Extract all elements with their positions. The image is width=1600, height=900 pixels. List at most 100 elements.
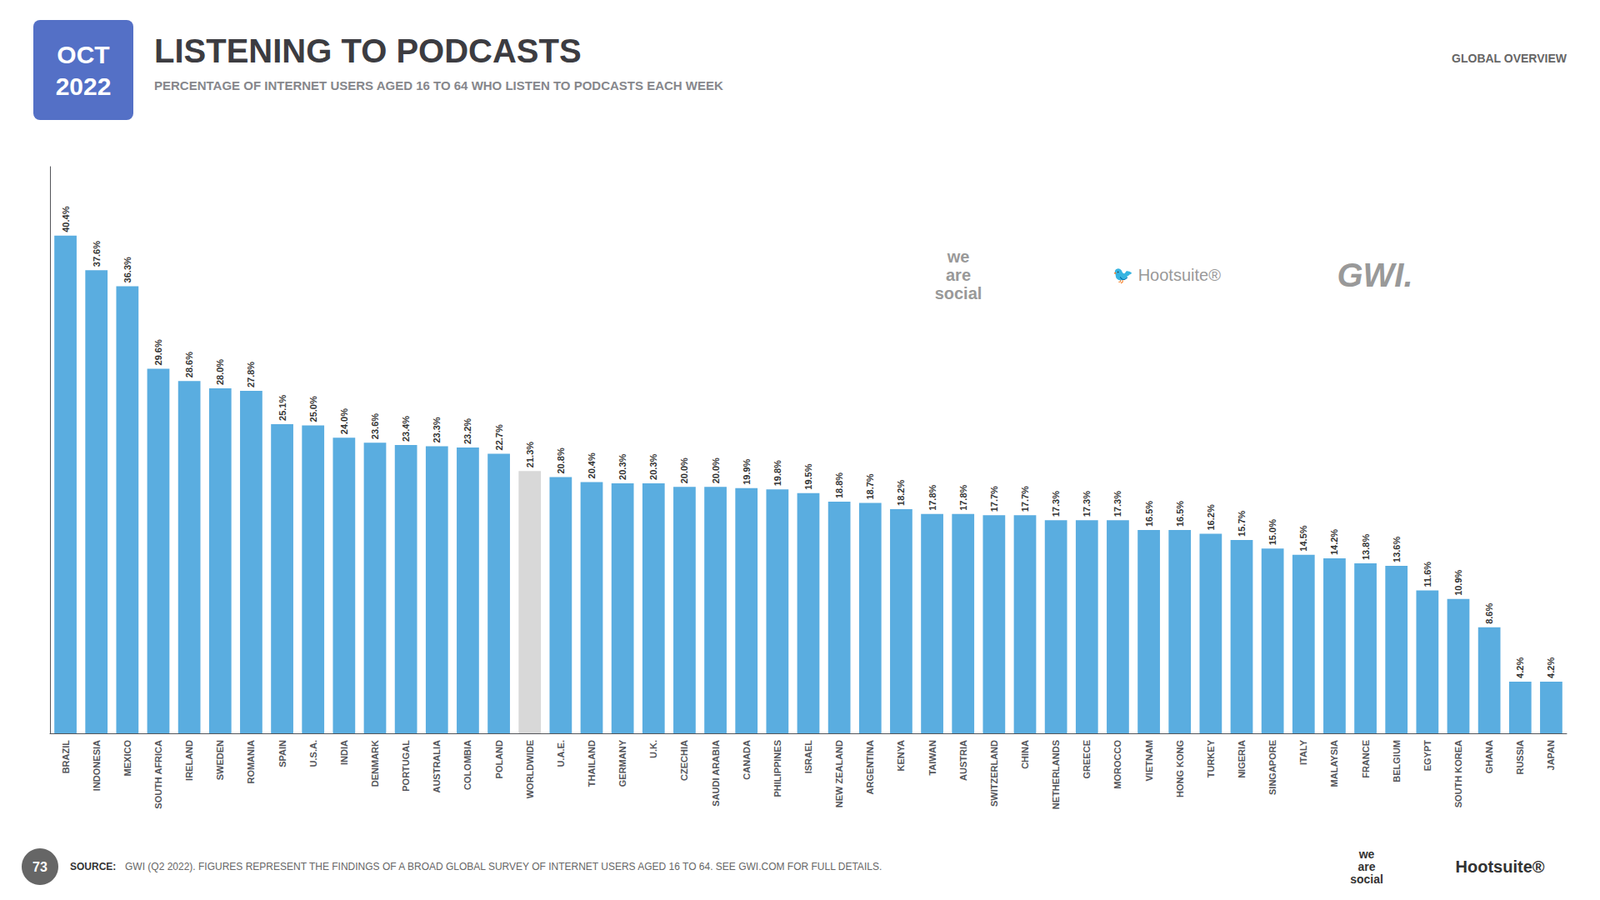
svg-text:RUSSIA: RUSSIA bbox=[1515, 740, 1525, 775]
svg-text:17.7%: 17.7% bbox=[1020, 485, 1030, 512]
svg-text:we: we bbox=[1358, 847, 1375, 861]
svg-text:15.0%: 15.0% bbox=[1267, 519, 1278, 545]
svg-text:NIGERIA: NIGERIA bbox=[1236, 740, 1247, 779]
svg-text:INDONESIA: INDONESIA bbox=[91, 740, 102, 791]
svg-text:10.9%: 10.9% bbox=[1453, 569, 1464, 595]
svg-text:GREECE: GREECE bbox=[1081, 740, 1092, 779]
svg-text:22.7%: 22.7% bbox=[494, 424, 505, 450]
svg-text:4.2%: 4.2% bbox=[1545, 657, 1556, 679]
svg-text:18.8%: 18.8% bbox=[834, 472, 845, 499]
svg-text:21.3%: 21.3% bbox=[525, 441, 535, 468]
svg-text:20.3%: 20.3% bbox=[648, 454, 659, 480]
svg-text:social: social bbox=[935, 284, 983, 303]
svg-text:SOURCE:: SOURCE: bbox=[70, 860, 116, 873]
svg-text:17.8%: 17.8% bbox=[927, 484, 938, 510]
svg-text:18.2%: 18.2% bbox=[895, 480, 906, 506]
svg-text:SOUTH KOREA: SOUTH KOREA bbox=[1453, 740, 1464, 808]
svg-text:EGYPT: EGYPT bbox=[1422, 740, 1433, 772]
svg-text:NEW ZEALAND: NEW ZEALAND bbox=[834, 740, 845, 808]
svg-text:73: 73 bbox=[32, 860, 48, 875]
svg-text:🐦 Hootsuite®: 🐦 Hootsuite® bbox=[1112, 265, 1221, 285]
svg-text:LISTENING TO PODCASTS: LISTENING TO PODCASTS bbox=[154, 32, 582, 70]
svg-text:BRAZIL: BRAZIL bbox=[60, 740, 71, 775]
svg-text:ITALY: ITALY bbox=[1298, 739, 1309, 765]
svg-text:TURKEY: TURKEY bbox=[1205, 739, 1216, 778]
svg-text:FRANCE: FRANCE bbox=[1360, 740, 1371, 779]
svg-text:28.6%: 28.6% bbox=[184, 351, 195, 378]
svg-text:MEXICO: MEXICO bbox=[122, 740, 133, 777]
svg-text:AUSTRALIA: AUSTRALIA bbox=[431, 740, 442, 794]
svg-text:GWI.: GWI. bbox=[1336, 256, 1413, 294]
svg-text:GERMANY: GERMANY bbox=[617, 739, 628, 787]
svg-text:JAPAN: JAPAN bbox=[1545, 740, 1556, 771]
svg-text:20.0%: 20.0% bbox=[710, 457, 721, 484]
svg-text:GWI (Q2 2022). FIGURES REPRESE: GWI (Q2 2022). FIGURES REPRESENT THE FIN… bbox=[125, 860, 882, 873]
svg-text:27.8%: 27.8% bbox=[245, 361, 256, 388]
svg-text:20.8%: 20.8% bbox=[555, 447, 566, 474]
svg-text:SAUDI ARABIA: SAUDI ARABIA bbox=[710, 740, 721, 807]
svg-text:INDIA: INDIA bbox=[339, 740, 350, 765]
svg-text:17.3%: 17.3% bbox=[1050, 490, 1061, 517]
svg-text:PHILIPPINES: PHILIPPINES bbox=[772, 740, 783, 797]
svg-text:CANADA: CANADA bbox=[741, 740, 752, 780]
svg-text:23.2%: 23.2% bbox=[462, 418, 473, 445]
svg-text:13.6%: 13.6% bbox=[1391, 536, 1402, 563]
svg-text:PORTUGAL: PORTUGAL bbox=[400, 740, 411, 792]
svg-text:PERCENTAGE OF INTERNET USERS A: PERCENTAGE OF INTERNET USERS AGED 16 TO … bbox=[154, 78, 724, 93]
svg-text:25.1%: 25.1% bbox=[277, 395, 288, 421]
svg-text:SWEDEN: SWEDEN bbox=[215, 740, 225, 780]
svg-text:ROMANIA: ROMANIA bbox=[245, 740, 256, 785]
svg-text:17.7%: 17.7% bbox=[989, 485, 1000, 512]
svg-text:MALAYSIA: MALAYSIA bbox=[1329, 740, 1340, 787]
svg-text:19.8%: 19.8% bbox=[772, 460, 783, 486]
svg-text:18.7%: 18.7% bbox=[865, 473, 875, 500]
svg-text:8.6%: 8.6% bbox=[1484, 603, 1495, 625]
svg-text:SINGAPORE: SINGAPORE bbox=[1267, 740, 1278, 795]
svg-text:U.A.E.: U.A.E. bbox=[555, 740, 566, 767]
svg-text:SOUTH AFRICA: SOUTH AFRICA bbox=[153, 740, 164, 810]
svg-text:ARGENTINA: ARGENTINA bbox=[865, 740, 875, 795]
svg-text:POLAND: POLAND bbox=[494, 740, 505, 780]
svg-text:HONG KONG: HONG KONG bbox=[1175, 740, 1185, 798]
svg-text:15.7%: 15.7% bbox=[1236, 510, 1247, 537]
svg-text:13.8%: 13.8% bbox=[1360, 534, 1371, 560]
svg-text:we: we bbox=[946, 247, 970, 266]
svg-text:16.5%: 16.5% bbox=[1144, 500, 1155, 527]
svg-text:WORLDWIDE: WORLDWIDE bbox=[525, 740, 535, 799]
svg-text:4.2%: 4.2% bbox=[1515, 657, 1525, 679]
svg-text:17.8%: 17.8% bbox=[958, 484, 969, 510]
svg-text:29.6%: 29.6% bbox=[153, 339, 164, 365]
svg-text:SWITZERLAND: SWITZERLAND bbox=[989, 740, 1000, 807]
svg-text:AUSTRIA: AUSTRIA bbox=[958, 740, 969, 781]
svg-text:23.4%: 23.4% bbox=[400, 415, 411, 442]
svg-text:23.3%: 23.3% bbox=[431, 416, 442, 443]
svg-text:16.2%: 16.2% bbox=[1205, 504, 1216, 530]
svg-text:TAIWAN: TAIWAN bbox=[927, 740, 938, 776]
svg-text:25.0%: 25.0% bbox=[308, 395, 319, 422]
svg-text:19.5%: 19.5% bbox=[803, 463, 814, 490]
svg-text:SPAIN: SPAIN bbox=[277, 740, 288, 768]
svg-text:DENMARK: DENMARK bbox=[370, 740, 380, 787]
svg-text:BELGIUM: BELGIUM bbox=[1391, 740, 1402, 783]
svg-text:17.3%: 17.3% bbox=[1112, 490, 1123, 517]
svg-text:THAILAND: THAILAND bbox=[586, 740, 597, 787]
svg-text:19.9%: 19.9% bbox=[741, 458, 752, 485]
svg-text:CZECHIA: CZECHIA bbox=[679, 740, 690, 781]
svg-text:Hootsuite®: Hootsuite® bbox=[1455, 857, 1545, 876]
svg-text:16.5%: 16.5% bbox=[1175, 500, 1185, 527]
svg-text:11.6%: 11.6% bbox=[1422, 561, 1433, 588]
svg-text:are: are bbox=[1357, 860, 1375, 874]
svg-text:U.K.: U.K. bbox=[648, 740, 659, 759]
svg-text:20.0%: 20.0% bbox=[679, 457, 690, 484]
svg-text:37.6%: 37.6% bbox=[91, 240, 102, 267]
svg-text:VIETNAM: VIETNAM bbox=[1144, 740, 1155, 782]
svg-text:NETHERLANDS: NETHERLANDS bbox=[1050, 740, 1061, 810]
svg-text:24.0%: 24.0% bbox=[339, 408, 350, 435]
svg-text:OCT: OCT bbox=[56, 40, 110, 69]
svg-text:17.3%: 17.3% bbox=[1081, 490, 1092, 517]
svg-text:GHANA: GHANA bbox=[1484, 740, 1495, 774]
svg-text:MOROCCO: MOROCCO bbox=[1112, 740, 1123, 790]
svg-text:COLOMBIA: COLOMBIA bbox=[462, 740, 473, 790]
svg-text:2022: 2022 bbox=[55, 72, 112, 100]
svg-text:28.0%: 28.0% bbox=[215, 359, 225, 385]
